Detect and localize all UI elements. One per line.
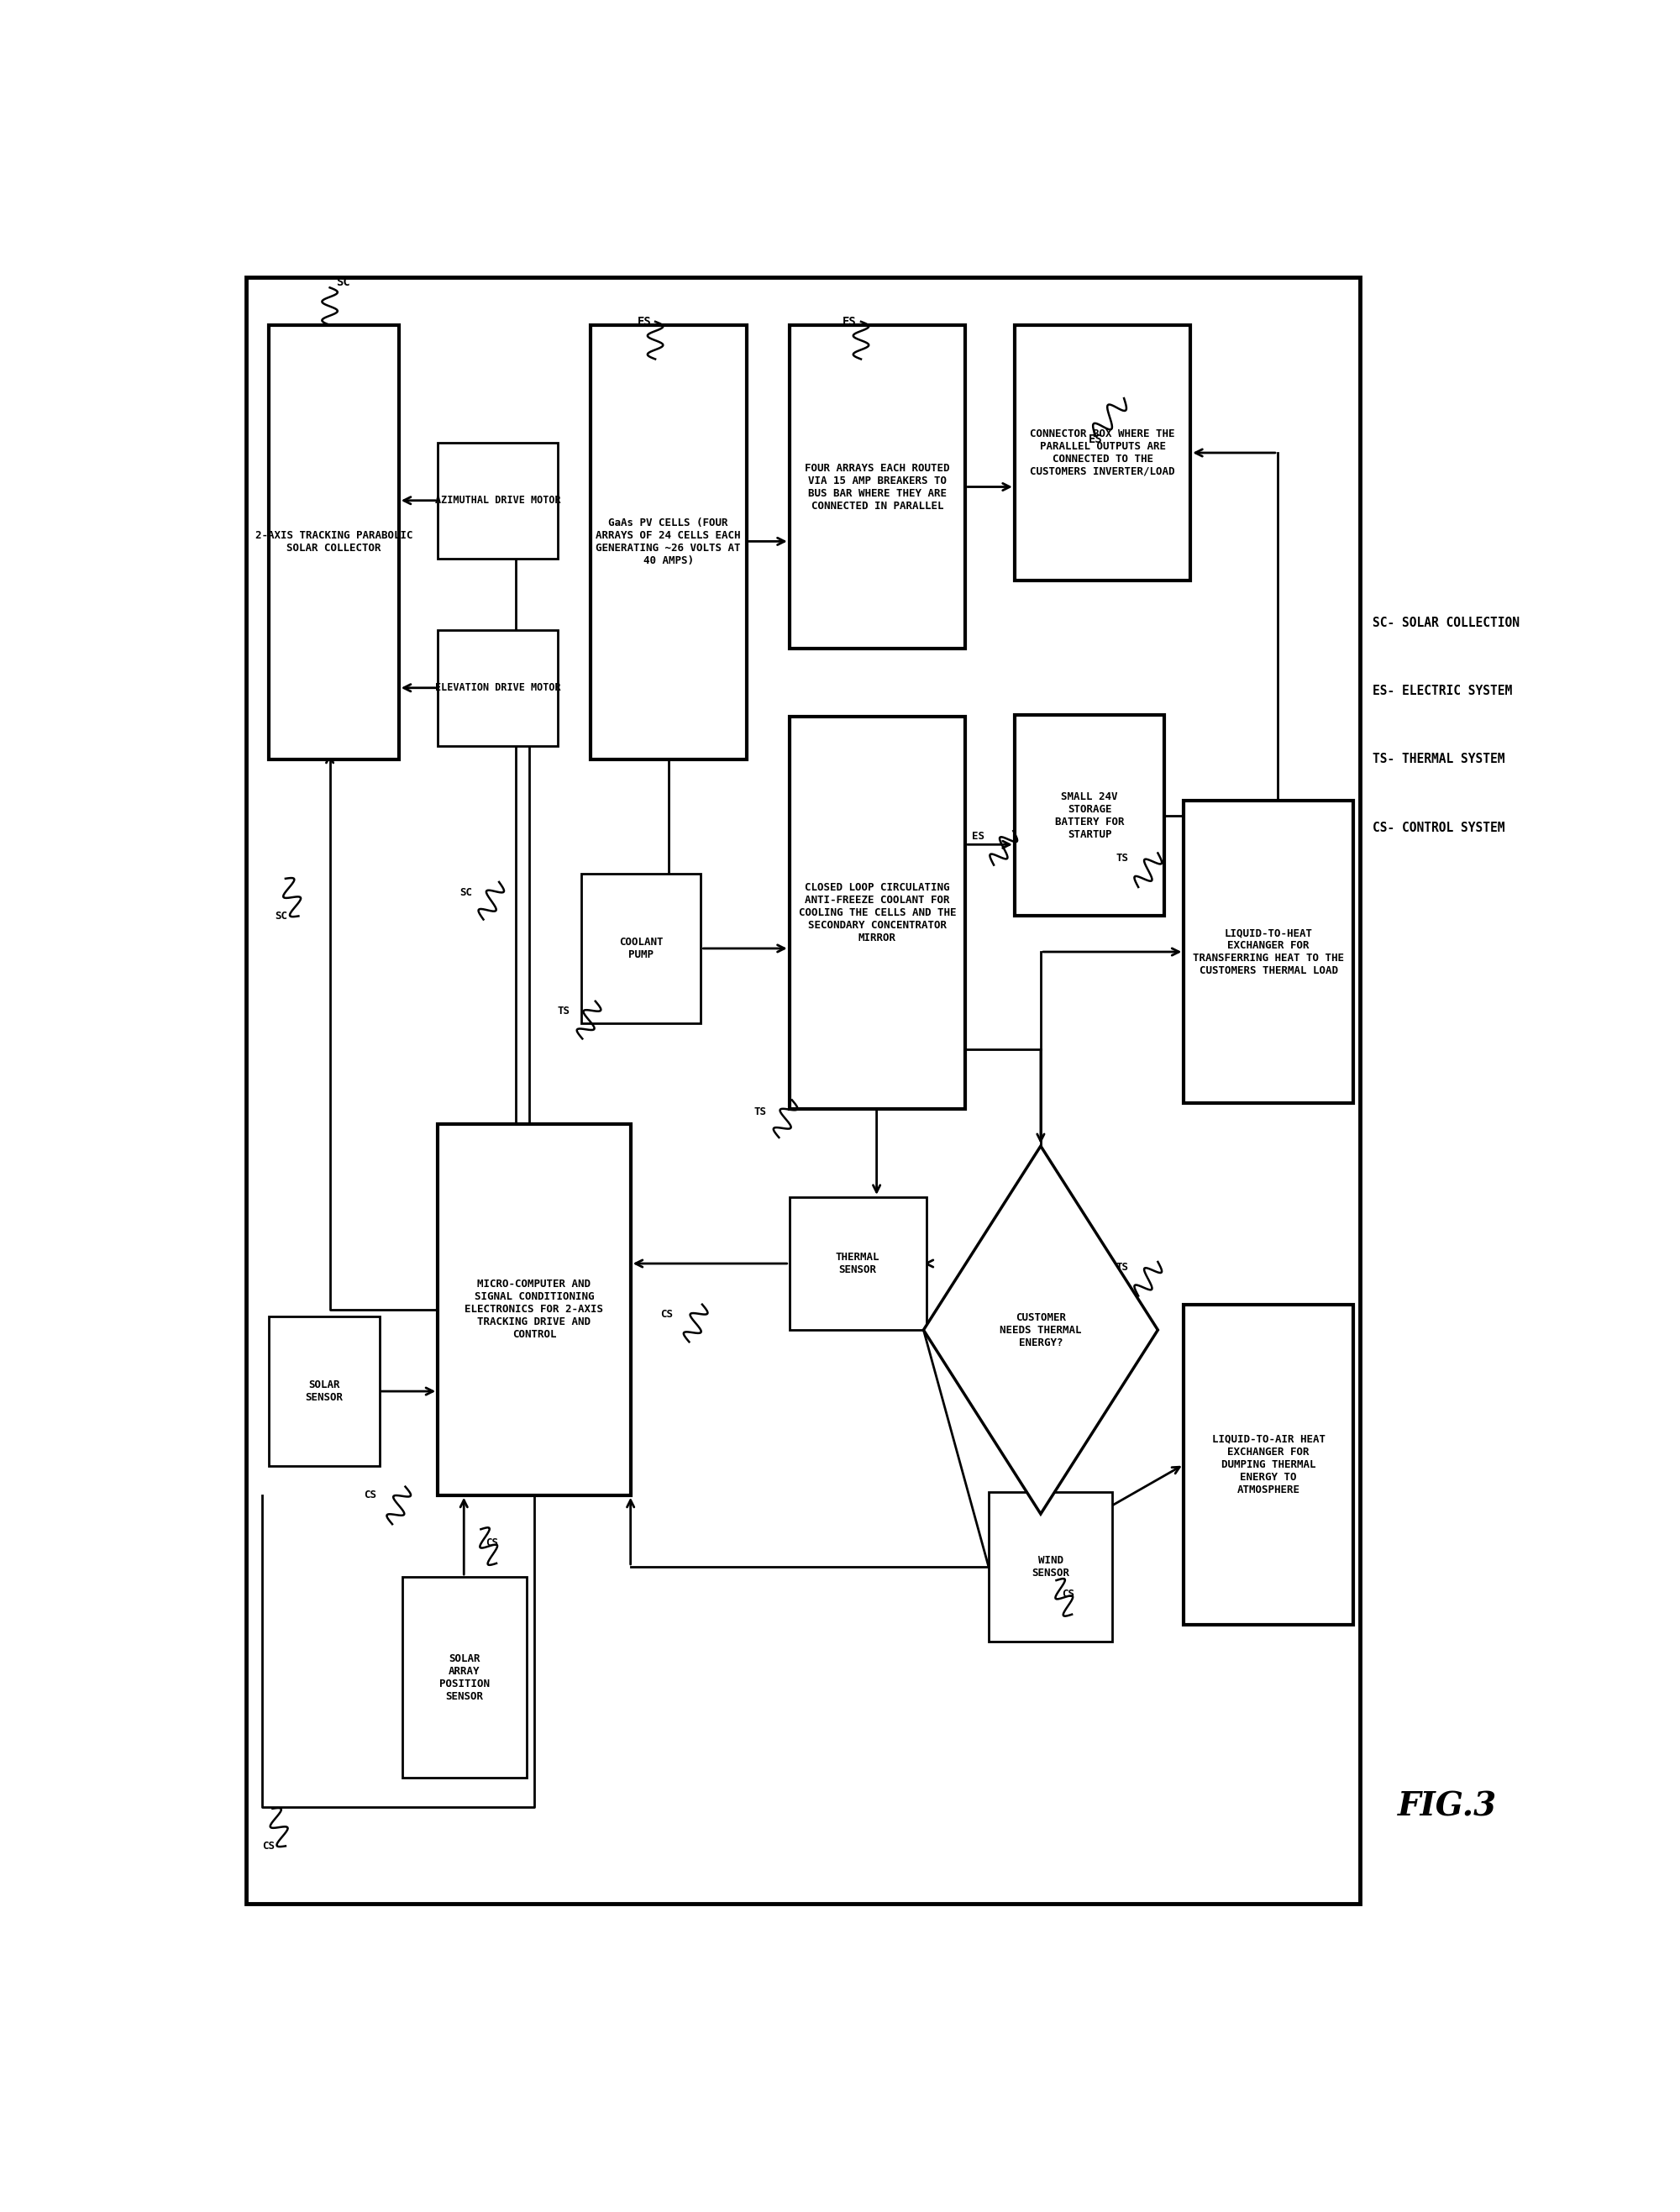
Text: SC: SC — [336, 276, 351, 288]
Text: SOLAR
SENSOR: SOLAR SENSOR — [306, 1380, 343, 1402]
Text: WIND
SENSOR: WIND SENSOR — [1032, 1555, 1070, 1579]
Bar — [1184, 801, 1352, 1104]
Text: FOUR ARRAYS EACH ROUTED
VIA 15 AMP BREAKERS TO
BUS BAR WHERE THEY ARE
CONNECTED : FOUR ARRAYS EACH ROUTED VIA 15 AMP BREAK… — [805, 462, 949, 511]
Text: ES: ES — [1089, 434, 1102, 445]
Bar — [790, 325, 964, 648]
Text: CS- CONTROL SYSTEM: CS- CONTROL SYSTEM — [1373, 821, 1505, 834]
Text: CS: CS — [262, 1840, 276, 1851]
Text: CS: CS — [486, 1537, 499, 1548]
Bar — [438, 630, 558, 745]
Text: LIQUID-TO-HEAT
EXCHANGER FOR
TRANSFERRING HEAT TO THE
CUSTOMERS THERMAL LOAD: LIQUID-TO-HEAT EXCHANGER FOR TRANSFERRIN… — [1193, 927, 1344, 975]
Text: SC: SC — [460, 887, 472, 898]
Text: ES: ES — [843, 316, 857, 327]
Bar — [438, 442, 558, 557]
Polygon shape — [924, 1146, 1158, 1513]
Bar — [988, 1491, 1112, 1641]
Text: TS- THERMAL SYSTEM: TS- THERMAL SYSTEM — [1373, 752, 1505, 765]
Text: CLOSED LOOP CIRCULATING
ANTI-FREEZE COOLANT FOR
COOLING THE CELLS AND THE
SECOND: CLOSED LOOP CIRCULATING ANTI-FREEZE COOL… — [798, 883, 956, 942]
Bar — [269, 1316, 380, 1467]
Bar — [438, 1124, 630, 1495]
Bar — [403, 1577, 526, 1778]
Text: THERMAL
SENSOR: THERMAL SENSOR — [835, 1252, 880, 1276]
Text: TS: TS — [1116, 852, 1129, 863]
Text: AZIMUTHAL DRIVE MOTOR: AZIMUTHAL DRIVE MOTOR — [435, 495, 561, 507]
Text: COOLANT
PUMP: COOLANT PUMP — [618, 936, 664, 960]
Text: TS: TS — [754, 1106, 766, 1117]
Text: ES: ES — [971, 830, 984, 841]
Text: MICRO-COMPUTER AND
SIGNAL CONDITIONING
ELECTRONICS FOR 2-AXIS
TRACKING DRIVE AND: MICRO-COMPUTER AND SIGNAL CONDITIONING E… — [465, 1279, 603, 1340]
Text: SMALL 24V
STORAGE
BATTERY FOR
STARTUP: SMALL 24V STORAGE BATTERY FOR STARTUP — [1055, 792, 1124, 841]
Bar — [790, 1197, 926, 1329]
Text: ELEVATION DRIVE MOTOR: ELEVATION DRIVE MOTOR — [435, 681, 561, 692]
Bar — [1015, 714, 1164, 916]
Bar — [790, 717, 964, 1108]
Bar — [590, 325, 746, 759]
Text: CS: CS — [660, 1310, 674, 1321]
Text: TS: TS — [558, 1006, 570, 1018]
Text: SC: SC — [276, 911, 287, 922]
Bar — [581, 874, 701, 1024]
Text: FIG.3: FIG.3 — [1398, 1792, 1497, 1823]
Text: SC- SOLAR COLLECTION: SC- SOLAR COLLECTION — [1373, 617, 1520, 630]
Bar — [269, 325, 398, 759]
Text: CONNECTOR BOX WHERE THE
PARALLEL OUTPUTS ARE
CONNECTED TO THE
CUSTOMERS INVERTER: CONNECTOR BOX WHERE THE PARALLEL OUTPUTS… — [1030, 429, 1174, 478]
Bar — [1184, 1305, 1352, 1624]
Bar — [247, 276, 1359, 1905]
Text: GaAs PV CELLS (FOUR
ARRAYS OF 24 CELLS EACH
GENERATING ~26 VOLTS AT
40 AMPS): GaAs PV CELLS (FOUR ARRAYS OF 24 CELLS E… — [596, 518, 741, 566]
Text: ES: ES — [637, 316, 652, 327]
Text: CS: CS — [363, 1489, 376, 1500]
Bar — [1015, 325, 1191, 580]
Text: CUSTOMER
NEEDS THERMAL
ENERGY?: CUSTOMER NEEDS THERMAL ENERGY? — [1000, 1312, 1082, 1347]
Text: CS: CS — [1062, 1588, 1074, 1599]
Text: ES- ELECTRIC SYSTEM: ES- ELECTRIC SYSTEM — [1373, 686, 1512, 697]
Text: LIQUID-TO-AIR HEAT
EXCHANGER FOR
DUMPING THERMAL
ENERGY TO
ATMOSPHERE: LIQUID-TO-AIR HEAT EXCHANGER FOR DUMPING… — [1211, 1433, 1326, 1495]
Text: SOLAR
ARRAY
POSITION
SENSOR: SOLAR ARRAY POSITION SENSOR — [440, 1652, 491, 1701]
Text: TS: TS — [1116, 1261, 1129, 1272]
Text: 2-AXIS TRACKING PARABOLIC
SOLAR COLLECTOR: 2-AXIS TRACKING PARABOLIC SOLAR COLLECTO… — [255, 531, 413, 553]
